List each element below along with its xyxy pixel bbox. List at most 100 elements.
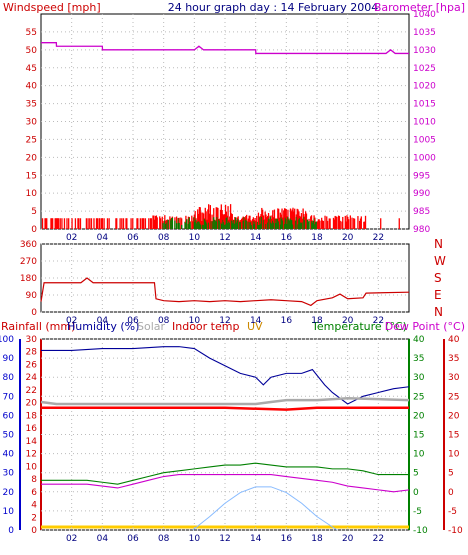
dewpoint-tick-label: 35 <box>448 354 459 364</box>
x-tick-label: 14 <box>250 534 262 544</box>
barometer-tick-label: 995 <box>413 171 430 181</box>
dewpoint-tick-label: -10 <box>448 526 463 536</box>
humidity-tick-label: 30 <box>3 469 15 479</box>
barometer-tick-label: 1020 <box>413 82 436 92</box>
barometer-tick-label: 1015 <box>413 100 436 110</box>
solar-radiation-line <box>192 486 338 531</box>
x-tick-label: 22 <box>373 316 384 326</box>
x-tick-label: 02 <box>66 316 77 326</box>
humidity-tick-label: 80 <box>3 373 15 383</box>
windspeed-tick-label: 30 <box>26 118 38 128</box>
windspeed-axis-title: Windspeed [mph] <box>3 1 101 14</box>
compass-label: N <box>434 305 443 319</box>
x-tick-label: 20 <box>342 534 354 544</box>
temperature-tick-label: 20 <box>413 411 425 421</box>
windspeed-tick-label: 5 <box>31 207 37 217</box>
dewpoint-tick-label: 5 <box>448 469 454 479</box>
temperature-tick-label: 5 <box>413 469 419 479</box>
dewpoint-tick-label: 20 <box>448 411 460 421</box>
temperature-tick-label: -10 <box>413 526 428 536</box>
legend-solar: Solar <box>137 320 166 333</box>
temperature-tick-label: 10 <box>413 450 425 460</box>
windspeed-tick-label: 20 <box>26 153 38 163</box>
x-tick-label: 12 <box>219 233 230 243</box>
rainfall-tick-label: 20 <box>26 399 38 409</box>
legend-indoor-temp: Indoor temp <box>172 320 239 333</box>
rainfall-tick-label: 8 <box>31 475 37 485</box>
direction-tick-label: 270 <box>20 257 37 267</box>
barometer-tick-label: 1040 <box>413 10 436 20</box>
solar-line <box>40 396 410 406</box>
dewpoint-tick-label: 40 <box>448 335 460 345</box>
windspeed-tick-label: 15 <box>26 171 37 181</box>
x-tick-label: 06 <box>127 534 139 544</box>
humidity-tick-label: 10 <box>3 507 15 517</box>
direction-tick-label: 180 <box>20 274 37 284</box>
humidity-tick-label: 100 <box>0 335 14 345</box>
barometer-tick-label: 1030 <box>413 46 436 56</box>
windspeed-tick-label: 45 <box>26 64 37 74</box>
windspeed-tick-label: 35 <box>26 100 37 110</box>
rainfall-tick-label: 18 <box>26 411 38 421</box>
x-tick-label: 02 <box>66 233 77 243</box>
temperature-tick-label: 15 <box>413 431 424 441</box>
temperature-c-line <box>41 462 409 485</box>
x-tick-label: 20 <box>342 233 354 243</box>
windspeed-tick-label: 0 <box>31 225 37 235</box>
humidity-line <box>41 346 410 405</box>
rainfall-tick-label: 10 <box>26 462 38 472</box>
x-tick-label: 14 <box>250 316 262 326</box>
barometer-tick-label: 985 <box>413 207 430 217</box>
legend-humidity: Humidity (%) <box>67 320 139 333</box>
windspeed-tick-label: 10 <box>26 189 38 199</box>
data-series <box>40 42 410 531</box>
direction-tick-label: 0 <box>31 308 37 318</box>
x-tick-label: 16 <box>281 316 293 326</box>
indoor-temp-line <box>41 406 409 411</box>
x-tick-label: 06 <box>127 233 139 243</box>
x-tick-label: 18 <box>311 316 323 326</box>
barometer-tick-label: 1025 <box>413 64 436 74</box>
x-tick-label: 10 <box>189 316 201 326</box>
humidity-tick-label: 40 <box>3 450 15 460</box>
x-tick-label: 04 <box>97 534 109 544</box>
windspeed-tick-label: 50 <box>26 46 38 56</box>
rainfall-tick-label: 6 <box>31 488 37 498</box>
dewpoint-tick-label: 25 <box>448 392 459 402</box>
direction-line <box>40 277 410 307</box>
x-tick-label: 12 <box>219 534 230 544</box>
x-tick-label: 08 <box>158 534 170 544</box>
legend-dew-point: Dew Point (°C) <box>385 320 465 333</box>
barometer-axis-title: Barometer [hpa] <box>374 1 465 14</box>
rainfall-tick-label: 0 <box>31 526 37 536</box>
x-tick-label: 12 <box>219 316 230 326</box>
dewpoint-tick-label: 0 <box>448 488 454 498</box>
x-tick-label: 18 <box>311 233 323 243</box>
x-tick-label: 16 <box>281 233 293 243</box>
rainfall-tick-label: 14 <box>26 437 38 447</box>
x-tick-label: 10 <box>189 534 201 544</box>
dew-point-c-line <box>41 474 410 493</box>
x-tick-label: 22 <box>373 233 384 243</box>
x-tick-label: 04 <box>97 233 109 243</box>
x-tick-label: 04 <box>97 316 109 326</box>
x-tick-label: 18 <box>311 534 323 544</box>
compass-label: S <box>434 271 442 285</box>
temperature-tick-label: 0 <box>413 488 419 498</box>
compass-label: N <box>434 237 443 251</box>
windspeed-tick-label: 25 <box>26 135 37 145</box>
windspeed-tick-label: 40 <box>26 82 38 92</box>
humidity-tick-label: 90 <box>3 354 15 364</box>
barometer-tick-label: 990 <box>413 189 430 199</box>
compass-label: W <box>434 254 446 268</box>
rainfall-tick-label: 24 <box>26 373 38 383</box>
legend-rainfall: Rainfall (mm) <box>1 320 75 333</box>
barometer-tick-label: 1035 <box>413 28 436 38</box>
x-tick-label: 20 <box>342 316 354 326</box>
humidity-tick-label: 50 <box>3 431 15 441</box>
barometer-tick-label: 1005 <box>413 135 436 145</box>
x-tick-label: 08 <box>158 316 170 326</box>
temperature-tick-label: -5 <box>413 507 422 517</box>
